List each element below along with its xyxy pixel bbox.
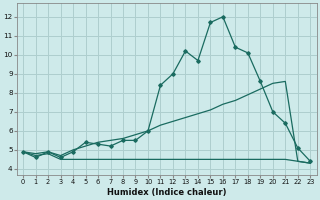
X-axis label: Humidex (Indice chaleur): Humidex (Indice chaleur)	[107, 188, 227, 197]
